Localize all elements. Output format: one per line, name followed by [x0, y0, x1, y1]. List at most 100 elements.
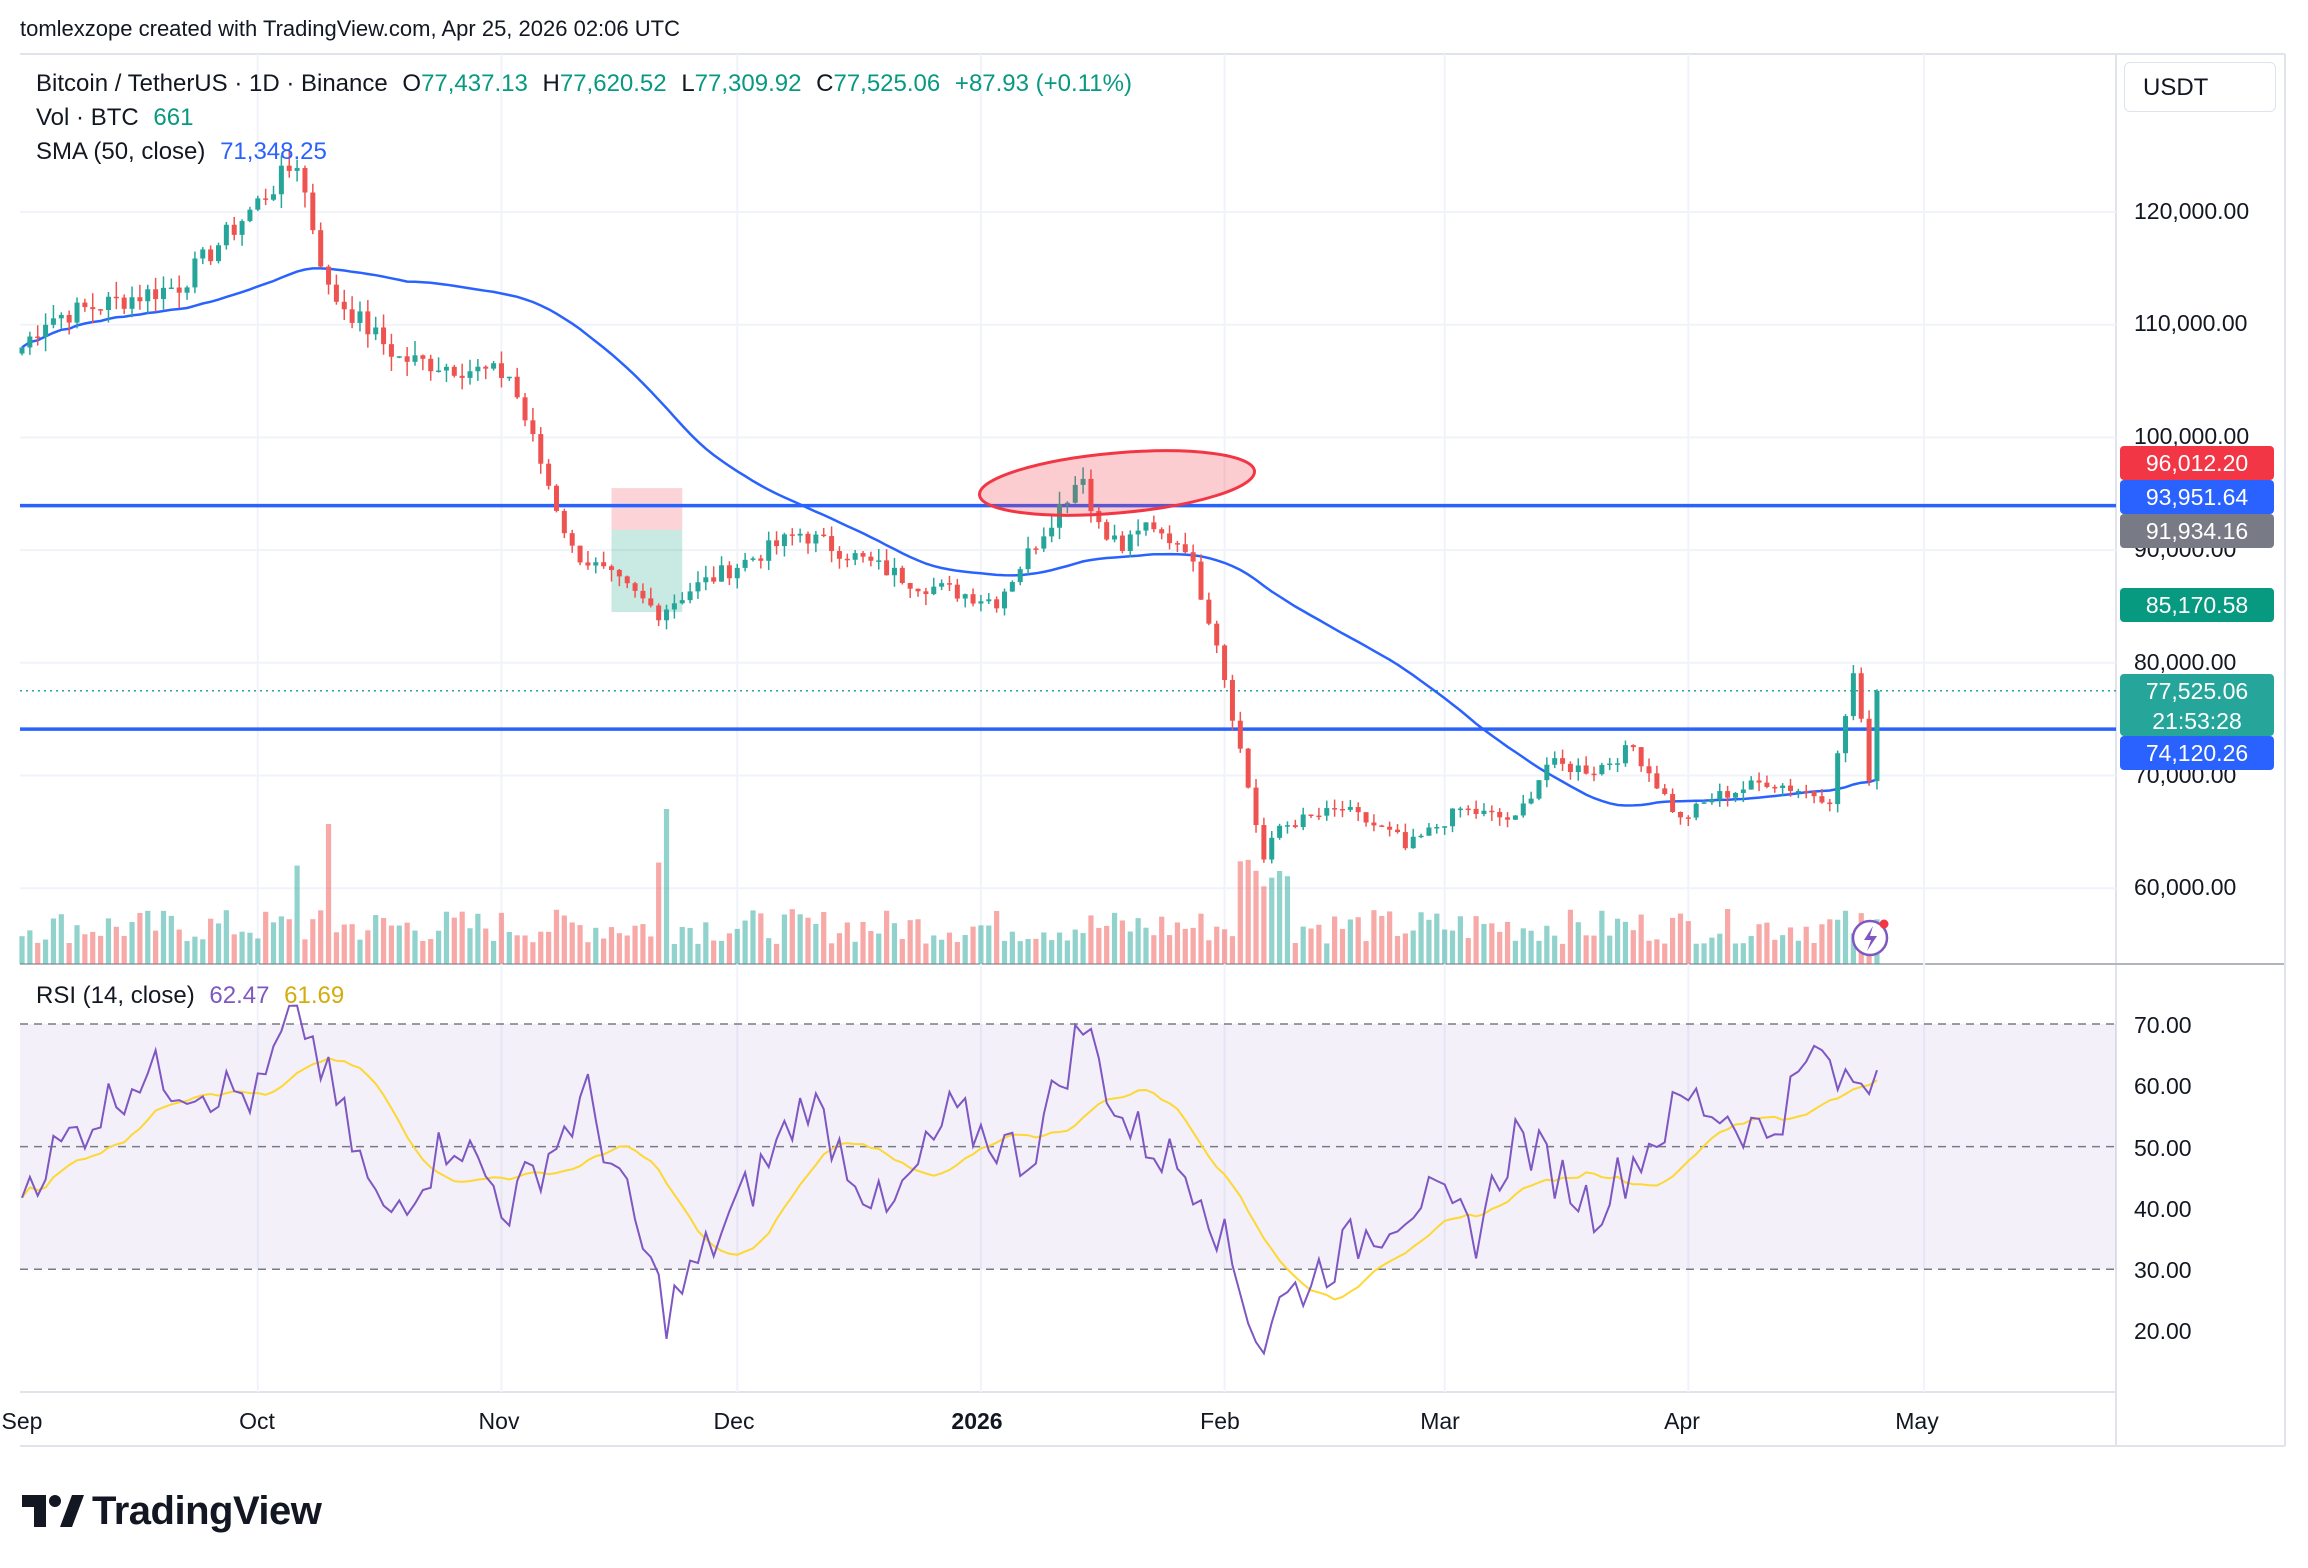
volume-bar: [624, 935, 630, 964]
candle: [1033, 546, 1039, 555]
volume-label[interactable]: Vol · BTC: [36, 104, 139, 131]
candle-body: [1701, 802, 1707, 804]
candle: [129, 286, 135, 318]
candle-body: [1819, 796, 1825, 803]
candle: [475, 358, 481, 381]
candle: [231, 216, 237, 241]
volume-bar: [1591, 935, 1597, 964]
candle: [1709, 793, 1715, 805]
candle: [726, 561, 732, 586]
candle-body: [381, 327, 387, 345]
candle-body: [1481, 810, 1487, 814]
candle-body: [184, 287, 190, 293]
candle-body: [74, 302, 80, 323]
volume-bar: [1151, 935, 1157, 964]
candle-body: [1253, 787, 1259, 826]
symbol-label[interactable]: Bitcoin / TetherUS · 1D · Binance: [36, 70, 388, 97]
tradingview-logo[interactable]: TradingView: [22, 1488, 322, 1534]
volume-bar: [1528, 930, 1534, 964]
volume-bar: [1756, 924, 1762, 964]
volume-bar: [491, 940, 497, 964]
candle: [1300, 807, 1306, 831]
sma-value: 71,348.25: [220, 138, 327, 165]
candle-body: [263, 198, 269, 200]
replay-icon[interactable]: [1851, 919, 1889, 957]
candle-body: [1630, 745, 1636, 748]
candle-body: [1355, 807, 1361, 813]
volume-bar: [546, 931, 552, 964]
candle-body: [514, 376, 520, 398]
candle-body: [1591, 773, 1597, 776]
candle: [1520, 794, 1526, 818]
volume-bar: [1269, 877, 1275, 964]
candle-body: [1465, 808, 1471, 811]
candle: [1717, 783, 1723, 807]
volume-bar: [1127, 931, 1133, 964]
candle: [200, 247, 206, 265]
volume-bar: [514, 935, 520, 964]
volume-bar: [1277, 870, 1283, 964]
candle-body: [656, 605, 662, 621]
candle: [1677, 811, 1683, 825]
volume-bar: [483, 928, 489, 964]
volume-bar: [703, 922, 709, 964]
volume-bar: [428, 939, 434, 964]
candle-body: [1229, 680, 1235, 721]
replay-icon-dot: [1879, 919, 1889, 929]
time-tick-feb: Feb: [1200, 1408, 1240, 1434]
candle-body: [1324, 808, 1330, 816]
volume-bar: [1410, 930, 1416, 964]
volume-bar: [1614, 918, 1621, 964]
volume-bar: [215, 923, 222, 964]
volume-bar: [1119, 920, 1125, 964]
rsi-label[interactable]: RSI (14, close): [36, 982, 195, 1009]
currency-button[interactable]: USDT: [2124, 62, 2276, 112]
candle-body: [341, 301, 347, 310]
candle: [365, 300, 371, 348]
candle-body: [1198, 561, 1204, 600]
candle: [1206, 592, 1212, 626]
candle: [1489, 805, 1495, 821]
volume-bar: [19, 936, 25, 964]
candle: [593, 557, 599, 574]
volume-bar: [1253, 870, 1259, 964]
candle-body: [1670, 793, 1676, 813]
candle-body: [1127, 534, 1133, 551]
volume-bar: [270, 922, 277, 964]
sma-label[interactable]: SMA (50, close): [36, 138, 206, 165]
candle-body: [98, 309, 104, 311]
candle: [1866, 710, 1872, 786]
bar-countdown: 21:53:28: [2152, 708, 2242, 734]
volume-bar: [1520, 928, 1526, 964]
candle: [310, 183, 316, 235]
candle-body: [459, 375, 465, 378]
volume-bar: [1332, 916, 1338, 964]
candle-body: [428, 358, 434, 372]
candle: [970, 588, 976, 607]
candle: [1245, 748, 1251, 789]
candle: [255, 195, 261, 212]
candle-body: [821, 534, 827, 537]
candle-body: [860, 553, 866, 557]
candle-body: [491, 363, 497, 369]
candle: [58, 312, 64, 329]
candle: [1858, 667, 1864, 723]
volume-bar: [404, 922, 410, 964]
candle-body: [1528, 798, 1534, 804]
candle: [443, 363, 449, 382]
candle-body: [1756, 780, 1762, 783]
candle-body: [1167, 533, 1173, 544]
price-tick: 100,000.00: [2134, 423, 2250, 449]
volume-bar: [1780, 935, 1786, 964]
candle: [703, 565, 709, 591]
candle-body: [1827, 802, 1833, 805]
volume-bar: [616, 933, 622, 964]
candle-body: [726, 565, 732, 579]
candle: [1481, 803, 1487, 817]
rsi-tick: 60.00: [2134, 1073, 2192, 1099]
time-tick-dec: Dec: [713, 1408, 755, 1434]
candle-body: [168, 287, 174, 290]
candle: [1426, 822, 1432, 836]
brand-text: TradingView: [92, 1488, 322, 1533]
